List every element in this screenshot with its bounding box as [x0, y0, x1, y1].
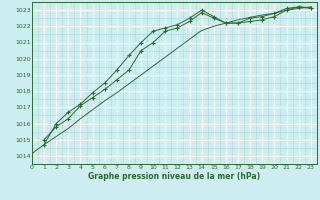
X-axis label: Graphe pression niveau de la mer (hPa): Graphe pression niveau de la mer (hPa) — [88, 172, 260, 181]
